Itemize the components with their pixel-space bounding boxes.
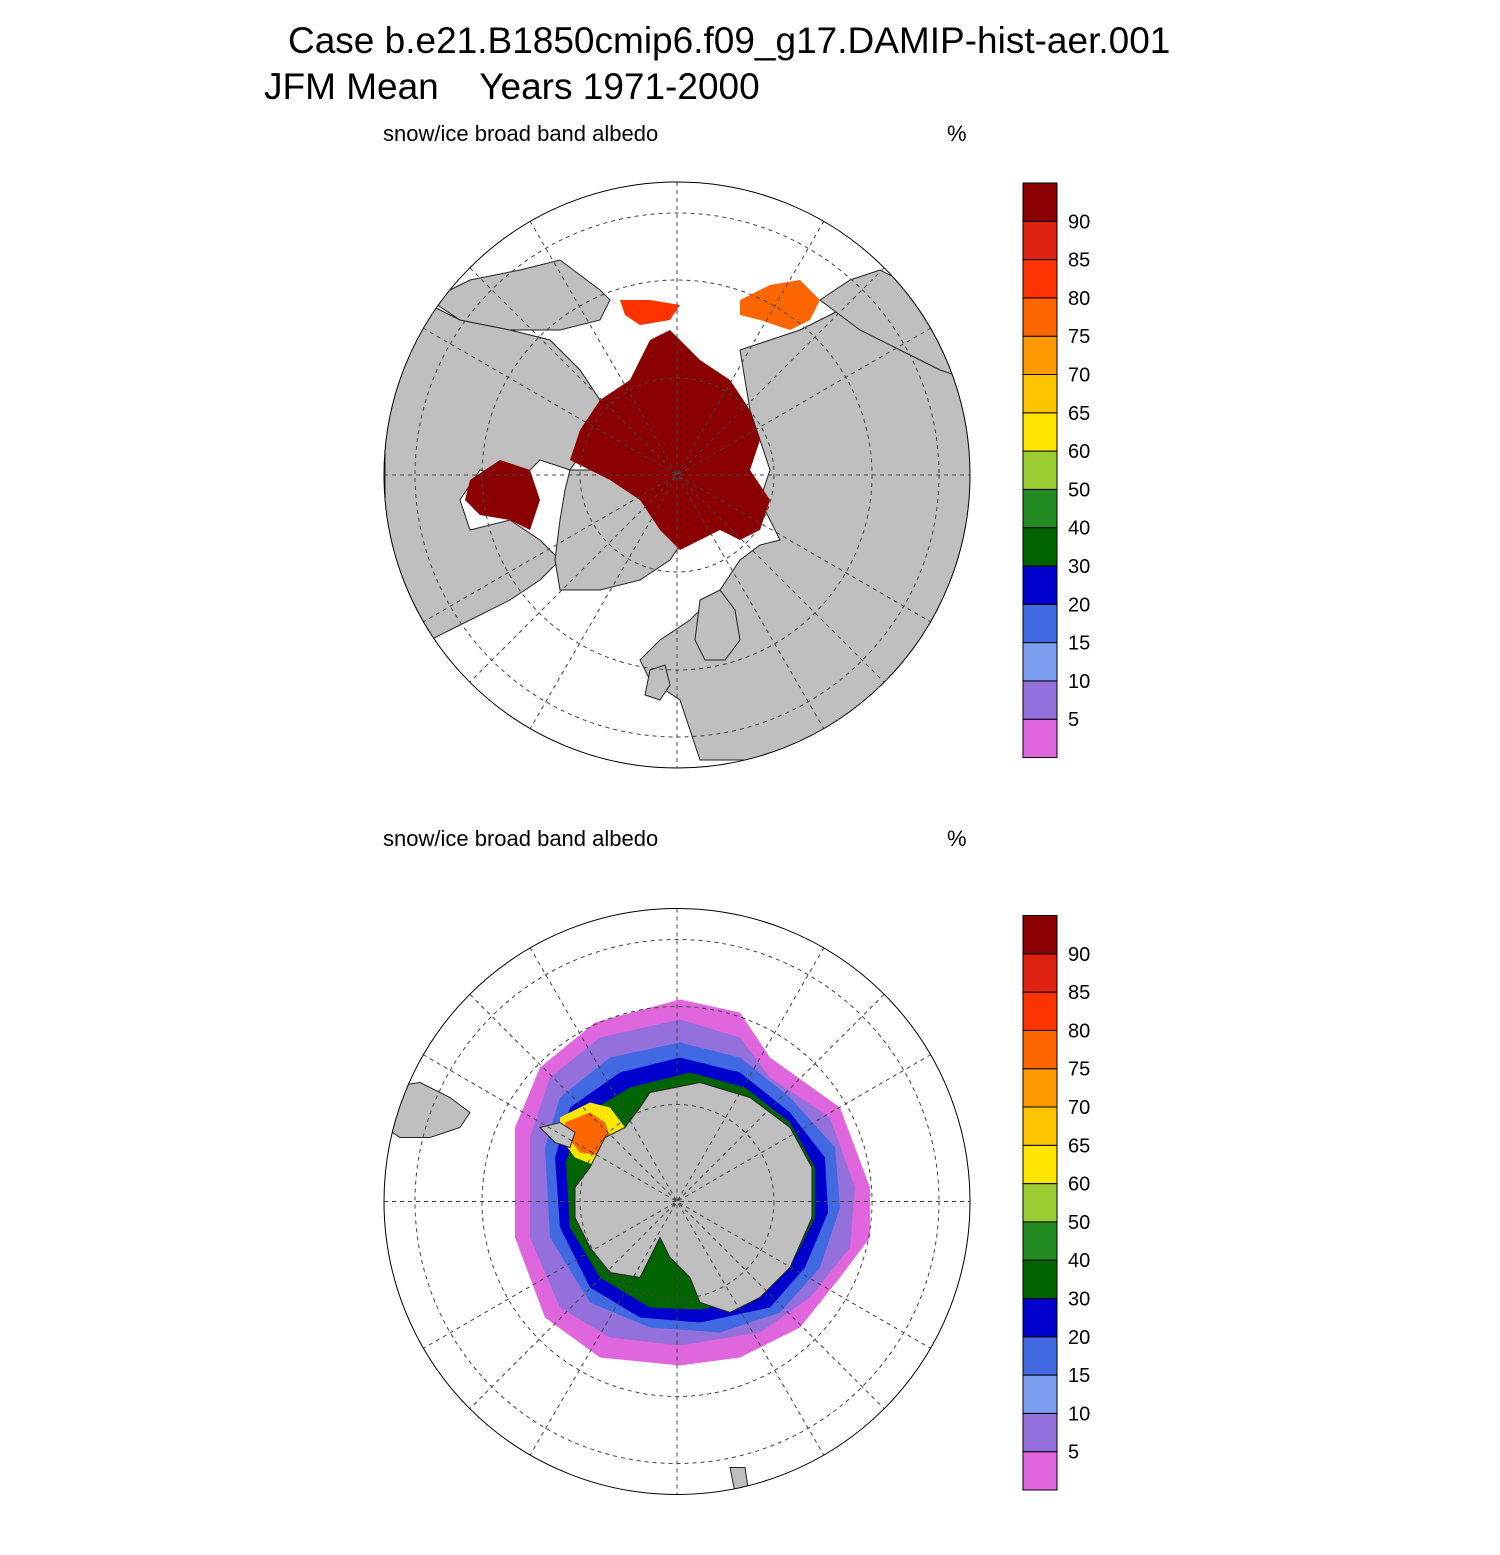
north-colorbar: 5 10 15 20 30 40 50 60 65 70 75 80 85 90 <box>1022 182 1090 759</box>
colorbar-tick-label: 40 <box>1068 1250 1090 1272</box>
colorbar-swatch <box>1022 1451 1058 1491</box>
south-graticule <box>384 908 970 1495</box>
south-variable-label: snow/ice broad band albedo <box>383 826 659 851</box>
colorbar-swatch <box>1022 182 1058 222</box>
period-title: JFM Mean Years 1971-2000 <box>264 66 760 107</box>
colorbar-tick-label: 65 <box>1068 1135 1090 1157</box>
colorbar-tick-label: 40 <box>1068 518 1090 540</box>
colorbar-tick-label: 10 <box>1068 671 1090 693</box>
colorbar-swatch <box>1022 565 1058 605</box>
colorbar-swatch <box>1022 1412 1058 1453</box>
colorbar-tick-label: 5 <box>1068 709 1079 731</box>
south-colorbar: 5 10 15 20 30 40 50 60 65 70 75 80 85 90 <box>1022 915 1090 1491</box>
colorbar-swatch <box>1022 259 1058 299</box>
south-map-border <box>383 908 971 1495</box>
colorbar-swatch <box>1022 1336 1058 1376</box>
north-polar-map: 5 10 15 20 30 40 50 60 65 70 75 80 85 90 <box>383 181 1090 769</box>
colorbar-tick-label: 65 <box>1068 403 1090 425</box>
south-polar-map: 5 10 15 20 30 40 50 60 65 70 75 80 85 90 <box>383 908 1090 1495</box>
colorbar-swatch <box>1022 915 1058 955</box>
colorbar-swatch <box>1022 1298 1058 1338</box>
colorbar-tick-label: 50 <box>1068 479 1090 501</box>
colorbar-tick-label: 60 <box>1068 1174 1090 1196</box>
colorbar-swatch <box>1022 1183 1058 1223</box>
colorbar-tick-label: 10 <box>1068 1403 1090 1425</box>
colorbar-tick-label: 70 <box>1068 1097 1090 1119</box>
colorbar-tick-label: 60 <box>1068 441 1090 463</box>
colorbar-tick-label: 30 <box>1068 1289 1090 1311</box>
colorbar-swatch <box>1022 603 1058 644</box>
colorbar-swatch <box>1022 335 1058 376</box>
colorbar-swatch <box>1022 297 1058 337</box>
colorbar-tick-label: 70 <box>1068 365 1090 387</box>
colorbar-swatch <box>1022 1029 1058 1070</box>
colorbar-swatch <box>1022 1144 1058 1185</box>
colorbar-tick-label: 30 <box>1068 556 1090 578</box>
north-variable-label: snow/ice broad band albedo <box>383 121 659 146</box>
colorbar-tick-label: 90 <box>1068 211 1090 233</box>
north-sea-ice <box>465 280 820 550</box>
colorbar-tick-label: 75 <box>1068 1059 1090 1081</box>
colorbar-swatch <box>1022 527 1058 567</box>
colorbar-tick-label: 80 <box>1068 1020 1090 1042</box>
north-map-border <box>383 181 971 769</box>
colorbar-swatch <box>1022 718 1058 759</box>
colorbar-tick-label: 85 <box>1068 982 1090 1004</box>
colorbar-tick-label: 90 <box>1068 944 1090 966</box>
colorbar-tick-label: 75 <box>1068 326 1090 348</box>
colorbar-swatch <box>1022 1374 1058 1414</box>
colorbar-tick-label: 20 <box>1068 1327 1090 1349</box>
case-title: Case b.e21.B1850cmip6.f09_g17.DAMIP-hist… <box>288 20 1171 61</box>
colorbar-swatch <box>1022 220 1058 261</box>
north-graticule <box>384 182 970 768</box>
colorbar-tick-label: 15 <box>1068 633 1090 655</box>
colorbar-swatch <box>1022 680 1058 720</box>
colorbar-swatch <box>1022 1068 1058 1108</box>
colorbar-tick-label: 80 <box>1068 288 1090 310</box>
colorbar-tick-label: 20 <box>1068 594 1090 616</box>
colorbar-swatch <box>1022 450 1058 490</box>
colorbar-swatch <box>1022 642 1058 682</box>
north-units-label: % <box>947 121 967 146</box>
colorbar-tick-label: 85 <box>1068 250 1090 272</box>
colorbar-tick-label: 50 <box>1068 1212 1090 1234</box>
colorbar-tick-label: 5 <box>1068 1442 1079 1464</box>
south-units-label: % <box>947 826 967 851</box>
colorbar-swatch <box>1022 412 1058 452</box>
colorbar-swatch <box>1022 488 1058 529</box>
colorbar-tick-label: 15 <box>1068 1365 1090 1387</box>
colorbar-swatch <box>1022 953 1058 993</box>
colorbar-swatch <box>1022 1259 1058 1299</box>
south-land <box>384 1081 813 1494</box>
colorbar-swatch <box>1022 1106 1058 1146</box>
colorbar-swatch <box>1022 374 1058 414</box>
colorbar-swatch <box>1022 1221 1058 1261</box>
colorbar-swatch <box>1022 991 1058 1031</box>
